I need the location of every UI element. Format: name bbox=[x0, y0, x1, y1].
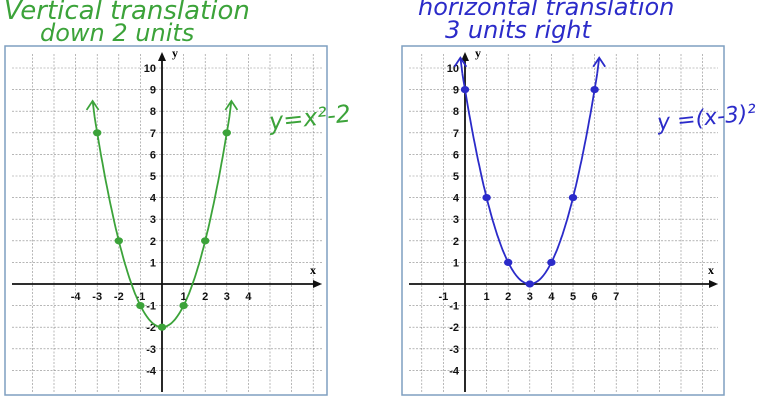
x-axis-arrow bbox=[313, 280, 322, 288]
x-tick-label: -4 bbox=[71, 291, 82, 303]
y-tick-label: -4 bbox=[449, 365, 460, 377]
curve-extension bbox=[228, 100, 233, 118]
y-tick-label: 10 bbox=[447, 63, 459, 75]
data-point bbox=[547, 258, 556, 266]
x-tick-label: 5 bbox=[570, 291, 576, 303]
x-tick-label: -1 bbox=[136, 291, 146, 303]
x-tick-label: 1 bbox=[181, 291, 187, 303]
y-tick-label: 4 bbox=[453, 193, 460, 205]
x-tick-label: -3 bbox=[92, 291, 102, 303]
left-title-line1: Vertical translation bbox=[4, 0, 250, 26]
x-tick-label: 3 bbox=[527, 291, 533, 303]
data-point bbox=[568, 194, 578, 202]
y-tick-label: -3 bbox=[449, 344, 459, 356]
y-tick-label: 5 bbox=[453, 171, 459, 183]
left-graph-border bbox=[4, 45, 328, 396]
y-tick-label: -2 bbox=[146, 322, 156, 334]
curve-arrowhead bbox=[85, 99, 100, 111]
y-tick-label: 3 bbox=[150, 214, 156, 226]
left-graph-panel: Vertical translation down 2 units -4 -3 -2… bbox=[4, 0, 353, 396]
data-point bbox=[136, 302, 145, 310]
right-graph-border bbox=[401, 45, 725, 396]
x-tick-label: 2 bbox=[202, 291, 208, 303]
y-tick-label: 6 bbox=[150, 149, 156, 161]
y-tick-label: -2 bbox=[449, 322, 459, 334]
y-tick-label: -1 bbox=[146, 301, 156, 313]
left-equation: y=x²-2 bbox=[267, 100, 353, 137]
x-tick-label: -1 bbox=[439, 291, 449, 303]
x-tick-label: 3 bbox=[224, 291, 230, 303]
data-point bbox=[590, 86, 599, 94]
y-axis-arrow bbox=[158, 52, 166, 61]
y-axis-arrow bbox=[461, 52, 469, 61]
data-point bbox=[482, 194, 491, 202]
y-tick-label: 8 bbox=[150, 106, 156, 118]
curve-extension bbox=[91, 100, 96, 118]
x-tick-label: -2 bbox=[114, 291, 124, 303]
y-tick-label: 2 bbox=[453, 236, 459, 248]
x-tick-label: 6 bbox=[592, 291, 598, 303]
data-point bbox=[114, 237, 124, 245]
y-tick-label: 1 bbox=[150, 257, 156, 269]
curve-arrowhead bbox=[453, 56, 468, 68]
y-tick-label: 2 bbox=[150, 236, 156, 248]
data-point bbox=[525, 280, 534, 288]
right-y-axis-label: y bbox=[475, 46, 481, 60]
y-tick-label: 1 bbox=[453, 257, 459, 269]
x-axis-arrow bbox=[709, 280, 718, 288]
y-tick-label: -1 bbox=[449, 301, 459, 313]
data-point bbox=[460, 86, 470, 94]
data-point bbox=[179, 302, 188, 310]
right-tick-labels: -1 1 2 3 4 5 6 7 10 9 8 7 6 5 4 3 2 1 -1 -2 -3 -4 bbox=[439, 63, 620, 377]
data-point bbox=[504, 258, 513, 266]
right-equation: y =(x-3)² bbox=[655, 101, 758, 136]
left-tick-labels: -4 -3 -2 -1 1 2 3 4 10 9 8 7 6 5 4 3 2 1 -1 -2 -3 -4 bbox=[71, 63, 253, 377]
right-title-line2: 3 units right bbox=[445, 16, 593, 44]
right-title-line1: horizontal translation bbox=[418, 0, 674, 21]
y-tick-label: -4 bbox=[146, 365, 157, 377]
data-point bbox=[201, 237, 210, 245]
left-title-line2: down 2 units bbox=[40, 19, 194, 47]
curve-extension bbox=[459, 57, 464, 74]
y-tick-label: 9 bbox=[453, 85, 459, 97]
right-grid bbox=[409, 52, 718, 392]
data-point bbox=[222, 129, 231, 137]
right-parabola bbox=[453, 56, 606, 288]
y-tick-label: 6 bbox=[453, 149, 459, 161]
x-tick-label: 1 bbox=[484, 291, 490, 303]
data-point bbox=[93, 129, 102, 137]
y-tick-label: 7 bbox=[453, 128, 459, 140]
left-grid bbox=[12, 52, 322, 392]
curve-extension bbox=[596, 57, 601, 74]
y-tick-label: 3 bbox=[453, 214, 459, 226]
y-tick-label: 10 bbox=[144, 63, 156, 75]
data-point bbox=[157, 323, 167, 331]
x-tick-label: 4 bbox=[245, 291, 252, 303]
left-x-axis-label: x bbox=[310, 263, 316, 277]
y-tick-label: -3 bbox=[146, 344, 156, 356]
right-graph-panel: horizontal translation 3 units right -1 1… bbox=[401, 0, 758, 396]
right-x-axis-label: x bbox=[708, 263, 714, 277]
curve-arrowhead bbox=[592, 56, 606, 68]
curve-arrowhead bbox=[224, 99, 239, 111]
y-tick-label: 5 bbox=[150, 171, 156, 183]
left-parabola bbox=[85, 99, 239, 331]
x-tick-label: 4 bbox=[548, 291, 555, 303]
y-tick-label: 9 bbox=[150, 85, 156, 97]
x-tick-label: 2 bbox=[505, 291, 511, 303]
y-tick-label: 4 bbox=[150, 193, 157, 205]
y-tick-label: 7 bbox=[150, 128, 156, 140]
parabola-curve bbox=[461, 73, 599, 285]
y-tick-label: 8 bbox=[453, 106, 459, 118]
x-tick-label: 7 bbox=[613, 291, 619, 303]
left-y-axis-label: y bbox=[172, 46, 178, 60]
